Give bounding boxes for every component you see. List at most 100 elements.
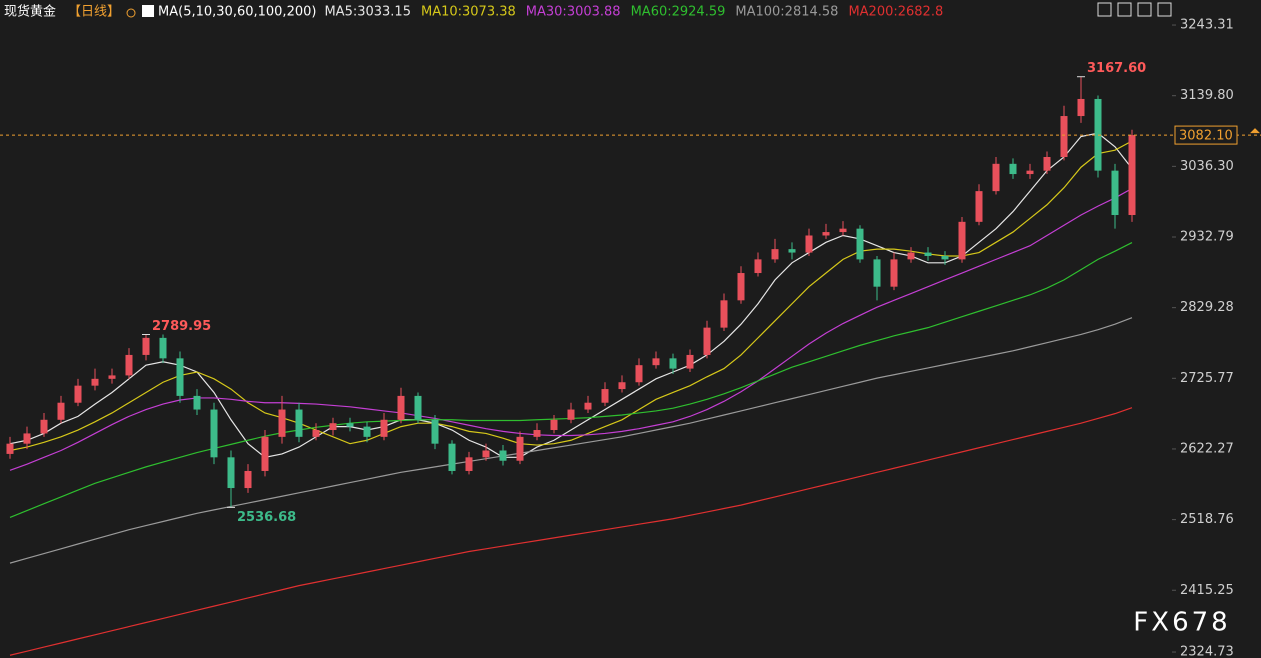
toolbar[interactable] — [1097, 2, 1172, 17]
candle-body — [1111, 170, 1119, 216]
candle-body — [703, 327, 711, 355]
period[interactable]: 【日线】 — [68, 5, 120, 20]
annotation: 2536.68 — [237, 510, 296, 525]
candle-body — [448, 443, 456, 471]
legend-entry: MA30:3003.88 — [526, 5, 621, 20]
y-tick-label: 3243.31 — [1180, 18, 1234, 33]
candle-body — [975, 191, 983, 222]
candle-body — [465, 457, 473, 471]
candle-body — [91, 378, 99, 386]
indicator: MA(5,10,30,60,100,200) — [158, 5, 316, 20]
candle-body — [754, 259, 762, 274]
candle-body — [227, 457, 235, 489]
tool-icon[interactable] — [1097, 2, 1112, 17]
candle-body — [6, 443, 14, 454]
candle-body — [57, 402, 65, 420]
candle-body — [363, 426, 371, 437]
candle-body — [516, 436, 524, 461]
last-price-label: 3082.10 — [1179, 129, 1233, 144]
y-tick-label: 3036.30 — [1180, 159, 1234, 174]
tool-icon[interactable] — [1157, 2, 1172, 17]
candle-body — [720, 300, 728, 328]
candle-body — [788, 249, 796, 253]
candle-body — [244, 470, 252, 489]
candle-body — [482, 450, 490, 458]
candle-body — [108, 375, 116, 379]
candle-body — [74, 385, 82, 403]
header: 现货黄金 【日线】 MA(5,10,30,60,100,200) MA5:3033… — [4, 4, 943, 20]
legend-entry: MA10:3073.38 — [421, 5, 516, 20]
y-tick-label: 2415.25 — [1180, 583, 1234, 598]
legend-entry: MA5:3033.15 — [324, 5, 411, 20]
candle-body — [771, 249, 779, 260]
annotation: 3167.60 — [1087, 61, 1146, 76]
candle-body — [1077, 98, 1085, 117]
tool-icon[interactable] — [1117, 2, 1132, 17]
candle-body — [414, 395, 422, 420]
candle-body — [839, 228, 847, 233]
candle-body — [533, 430, 541, 437]
candle-body — [890, 259, 898, 287]
candle-body — [431, 419, 439, 444]
candle-body — [992, 163, 1000, 192]
candle-body — [822, 232, 830, 236]
candle-body — [652, 358, 660, 366]
instrument: 现货黄金 — [4, 4, 56, 20]
candle-body — [601, 389, 609, 403]
legend-entry: MA60:2924.59 — [631, 5, 726, 20]
candle-body — [23, 433, 31, 444]
candle-body — [499, 450, 507, 461]
candle-body — [1043, 156, 1051, 171]
candle-body — [805, 235, 813, 253]
candle-body — [278, 409, 286, 437]
tool-icon[interactable] — [1137, 2, 1152, 17]
y-tick-label: 3139.80 — [1180, 88, 1234, 103]
candle-body — [873, 259, 881, 287]
candle-body — [635, 365, 643, 383]
candle-body — [686, 354, 694, 369]
candle-body — [346, 423, 354, 427]
ma-line — [9, 317, 1133, 564]
legend-entry: MA200:2682.8 — [848, 5, 943, 20]
candle-body — [329, 423, 337, 431]
last-price-arrow — [1250, 128, 1260, 134]
candle-body — [40, 419, 48, 434]
candle-body — [924, 252, 932, 256]
candle-body — [176, 358, 184, 396]
candle-body — [856, 228, 864, 260]
candle-body — [1060, 116, 1068, 157]
candle-body — [125, 354, 133, 376]
candle-body — [142, 337, 150, 355]
candle-body — [550, 419, 558, 431]
y-tick-label: 2932.79 — [1180, 229, 1234, 244]
candle-body — [193, 395, 201, 410]
annotation: 2789.95 — [152, 319, 211, 334]
y-tick-label: 2622.27 — [1180, 441, 1234, 456]
candle-body — [380, 419, 388, 437]
candle-body — [261, 436, 269, 471]
candle-body — [958, 221, 966, 260]
icon — [142, 5, 155, 17]
candle-body — [907, 252, 915, 260]
candle-body — [210, 409, 218, 458]
candle-body — [737, 273, 745, 301]
icon — [126, 8, 136, 18]
candle-body — [618, 382, 626, 390]
candle-body — [1128, 135, 1136, 216]
candle-body — [1026, 170, 1034, 175]
candle-body — [669, 358, 677, 369]
candle-body — [295, 409, 303, 437]
candle-body — [312, 430, 320, 437]
y-tick-label: 2829.28 — [1180, 300, 1234, 315]
candle-body — [1009, 163, 1017, 175]
y-tick-label: 2518.76 — [1180, 512, 1234, 527]
candle-body — [159, 337, 167, 359]
y-tick-label: 2324.73 — [1180, 645, 1234, 658]
y-tick-label: 2725.77 — [1180, 371, 1234, 386]
candle-body — [397, 395, 405, 420]
candle-body — [941, 255, 949, 260]
last-price-box — [1174, 125, 1238, 145]
watermark: FX678 — [1133, 608, 1230, 638]
